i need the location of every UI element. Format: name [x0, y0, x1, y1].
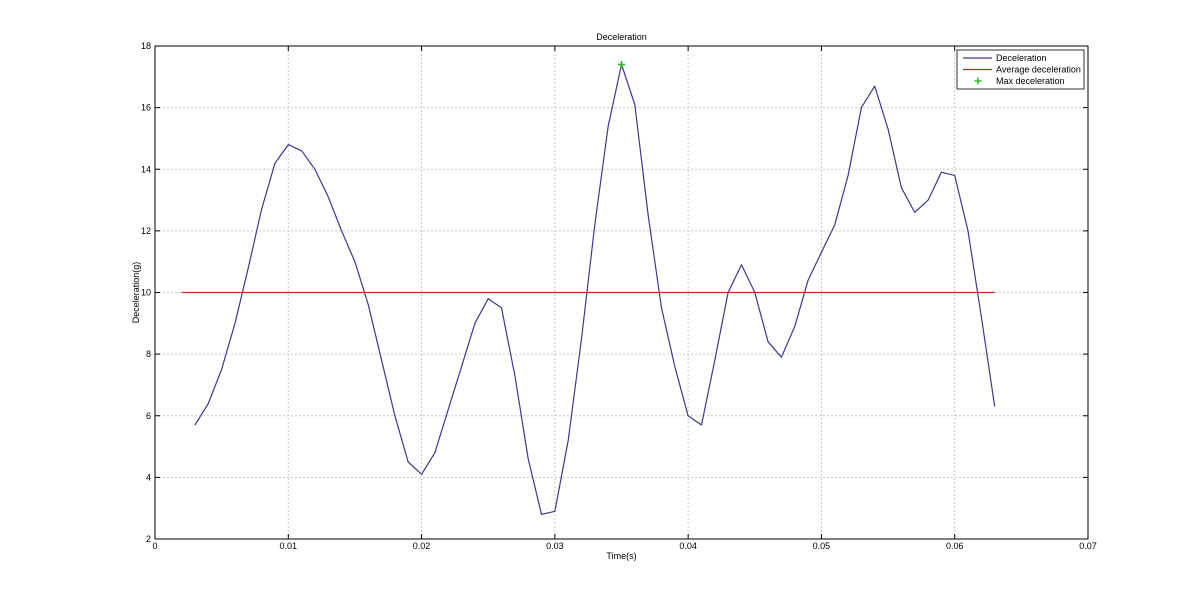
series-marker-max-deceleration	[618, 60, 625, 68]
legend-swatch-max-deceleration	[974, 77, 982, 85]
x-tick-label: 0.04	[679, 541, 697, 551]
y-tick-label: 14	[141, 164, 151, 174]
legend: Deceleration Average deceleration Max de…	[956, 49, 1085, 90]
series-line-deceleration	[194, 63, 996, 516]
x-tick-label: 0.01	[280, 541, 298, 551]
x-tick-label: 0.05	[813, 541, 831, 551]
chart-title: Deceleration	[596, 32, 647, 42]
y-tick-label: 12	[141, 226, 151, 236]
legend-label-deceleration: Deceleration	[996, 53, 1047, 63]
y-tick-label: 10	[141, 288, 151, 298]
x-axis-title: Time(s)	[606, 551, 636, 561]
x-tick-label: 0.02	[413, 541, 431, 551]
x-tick-label: 0	[152, 541, 157, 551]
x-tick-label: 0.03	[546, 541, 564, 551]
legend-label-max-deceleration: Max deceleration	[996, 76, 1065, 86]
y-tick-label: 8	[146, 349, 151, 359]
y-tick-label: 4	[146, 472, 151, 482]
y-axis-title: Deceleration(g)	[131, 262, 141, 324]
series-layer	[181, 60, 996, 516]
y-tick-label: 18	[141, 41, 151, 51]
x-tick-label: 0.06	[946, 541, 964, 551]
x-tick-label: 0.07	[1079, 541, 1097, 551]
plot-area: 0 0.01 0.02 0.03 0.04 0.05 0.06 0.07 2 4 6 8 10 12 14 1…	[141, 41, 1097, 551]
y-tick-label: 2	[146, 534, 151, 544]
y-tick-label: 16	[141, 103, 151, 113]
y-tick-label: 6	[146, 411, 151, 421]
legend-label-average-deceleration: Average deceleration	[996, 65, 1081, 75]
ticks: 0 0.01 0.02 0.03 0.04 0.05 0.06 0.07 2 4 6 8 10 12 14 1…	[141, 41, 1097, 551]
